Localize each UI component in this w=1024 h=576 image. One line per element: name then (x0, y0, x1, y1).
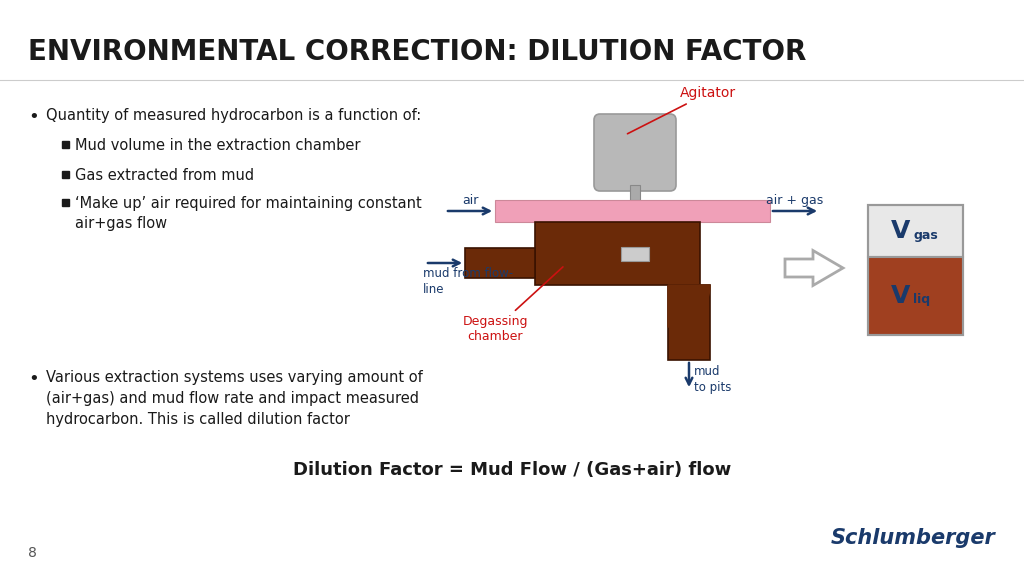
Text: air + gas: air + gas (766, 194, 823, 207)
Bar (495, 200, 770, 222)
Text: gas: gas (913, 229, 938, 241)
Text: •: • (28, 370, 39, 388)
Bar (62, 199, 69, 206)
Bar (868, 205, 963, 257)
Text: $\mathbf{V}$: $\mathbf{V}$ (890, 219, 911, 243)
Bar (62, 141, 69, 148)
FancyBboxPatch shape (594, 114, 676, 191)
Text: ENVIRONMENTAL CORRECTION: DILUTION FACTOR: ENVIRONMENTAL CORRECTION: DILUTION FACTO… (28, 38, 806, 66)
Text: Various extraction systems uses varying amount of
(air+gas) and mud flow rate an: Various extraction systems uses varying … (46, 370, 423, 427)
Bar (535, 222, 700, 285)
Text: Dilution Factor = Mud Flow / (Gas+air) flow: Dilution Factor = Mud Flow / (Gas+air) f… (293, 461, 731, 479)
Bar (630, 185, 640, 200)
Text: Agitator: Agitator (628, 86, 736, 134)
Text: 8: 8 (28, 546, 37, 560)
Bar (621, 247, 649, 260)
Bar (868, 205, 963, 335)
Text: Mud volume in the extraction chamber: Mud volume in the extraction chamber (75, 138, 360, 153)
Bar (465, 248, 535, 278)
Text: Degassing
chamber: Degassing chamber (462, 267, 563, 343)
Text: $\mathbf{V}$: $\mathbf{V}$ (890, 284, 911, 308)
Text: ‘Make up’ air required for maintaining constant
air+gas flow: ‘Make up’ air required for maintaining c… (75, 196, 422, 231)
Polygon shape (668, 285, 710, 327)
Polygon shape (785, 251, 843, 286)
Text: Schlumberger: Schlumberger (830, 528, 995, 548)
Text: •: • (28, 108, 39, 126)
Bar (62, 171, 69, 178)
Text: air: air (462, 194, 478, 207)
Text: mud from flow-
line: mud from flow- line (423, 267, 513, 296)
Text: Gas extracted from mud: Gas extracted from mud (75, 168, 254, 183)
Bar (868, 257, 963, 335)
Bar (668, 285, 710, 360)
Text: mud
to pits: mud to pits (694, 365, 731, 394)
Text: liq: liq (913, 294, 931, 306)
Text: Quantity of measured hydrocarbon is a function of:: Quantity of measured hydrocarbon is a fu… (46, 108, 421, 123)
